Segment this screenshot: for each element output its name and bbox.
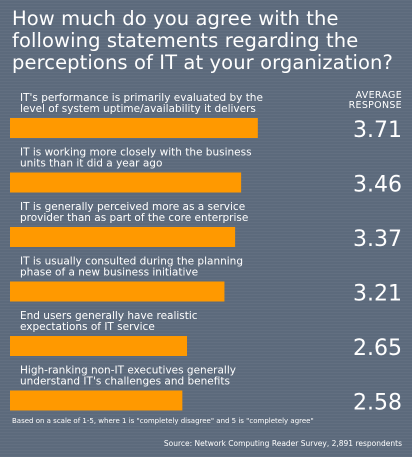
bar xyxy=(10,118,258,138)
statement-label: level of system uptime/availability it d… xyxy=(20,103,256,115)
statement-label: expectations of IT service xyxy=(20,321,155,333)
statement-label: units than it did a year ago xyxy=(20,158,162,170)
value-label: 3.46 xyxy=(353,173,402,198)
source-credit: Source: Network Computing Reader Survey,… xyxy=(163,439,402,448)
chart-title: How much do you agree with the following… xyxy=(12,7,393,74)
statement-label: IT is working more closely with the busi… xyxy=(20,147,252,159)
column-header-line-2: RESPONSE xyxy=(348,100,402,111)
bar xyxy=(10,336,188,356)
value-label: 3.21 xyxy=(353,282,402,307)
scale-note: Based on a scale of 1-5, where 1 is "com… xyxy=(12,417,314,425)
average-response-header: AVERAGE RESPONSE xyxy=(349,91,402,111)
statement-label: High-ranking non-IT executives generally xyxy=(20,365,236,377)
bar xyxy=(10,390,183,411)
bar xyxy=(10,172,242,193)
statement-label: understand IT's challenges and benefits xyxy=(20,376,230,388)
statement-label: IT's performance is primarily evaluated … xyxy=(20,92,263,104)
statement-label: provider than as part of the core enterp… xyxy=(20,212,248,224)
bar xyxy=(10,227,236,247)
value-label: 2.58 xyxy=(353,391,402,416)
statement-label: IT is generally perceived more as a serv… xyxy=(20,201,245,213)
value-label: 2.65 xyxy=(353,336,402,361)
bar xyxy=(10,281,225,302)
statement-label: End users generally have realistic xyxy=(20,310,198,322)
statement-label: IT is usually consulted during the plann… xyxy=(20,256,243,268)
value-label: 3.71 xyxy=(353,118,402,143)
column-header-line-1: AVERAGE xyxy=(355,90,402,101)
statement-label: phase of a new business initiative xyxy=(20,267,198,279)
value-label: 3.37 xyxy=(353,227,402,252)
